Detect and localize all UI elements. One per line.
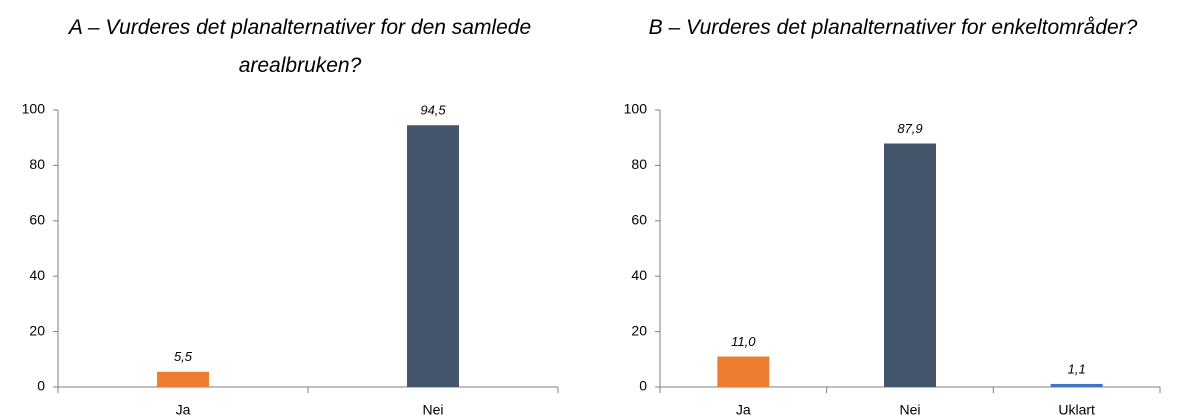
y-tick-label: 0 bbox=[639, 378, 647, 394]
y-tick-label: 60 bbox=[631, 212, 647, 228]
data-label: 1,1 bbox=[1068, 361, 1086, 376]
y-tick-label: 40 bbox=[631, 267, 647, 283]
bar bbox=[717, 356, 770, 387]
x-tick-label: Ja bbox=[176, 402, 191, 418]
y-tick-label: 80 bbox=[631, 156, 647, 172]
chart-title: A – Vurderes det planalternativer for de… bbox=[68, 16, 532, 77]
data-label: 11,0 bbox=[731, 334, 756, 349]
x-tick-label: Ja bbox=[736, 402, 751, 418]
data-label: 5,5 bbox=[174, 349, 193, 364]
bar bbox=[157, 371, 209, 387]
data-label: 94,5 bbox=[420, 103, 446, 118]
y-tick-label: 100 bbox=[624, 101, 648, 117]
y-tick-label: 100 bbox=[22, 101, 46, 117]
y-tick-label: 60 bbox=[29, 212, 45, 228]
y-tick-label: 80 bbox=[29, 156, 45, 172]
y-tick-label: 40 bbox=[29, 267, 45, 283]
bar bbox=[1050, 383, 1103, 387]
x-tick-label: Uklart bbox=[1058, 402, 1095, 418]
x-tick-label: Nei bbox=[422, 402, 443, 418]
bar bbox=[407, 125, 459, 388]
chart-title: B – Vurderes det planalternativer for en… bbox=[648, 16, 1138, 39]
y-tick-label: 20 bbox=[631, 322, 647, 338]
bar bbox=[884, 143, 936, 387]
x-tick-label: Nei bbox=[899, 402, 920, 418]
data-label: 87,9 bbox=[897, 121, 922, 136]
y-tick-label: 20 bbox=[29, 322, 45, 338]
y-tick-label: 0 bbox=[37, 378, 45, 394]
